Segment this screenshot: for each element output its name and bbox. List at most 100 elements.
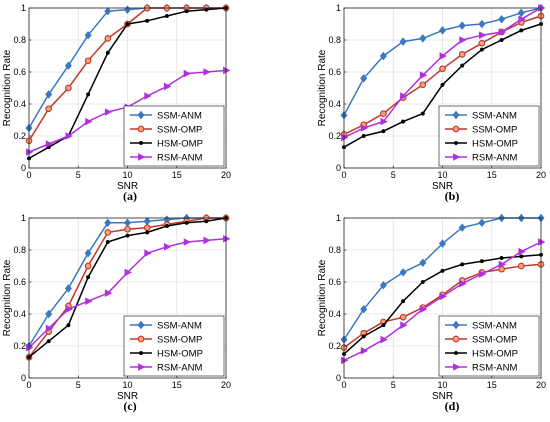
x-tick-label: 10 [437,380,447,390]
data-point [401,299,406,304]
legend-marker [137,110,145,120]
data-point [381,129,386,134]
data-point [478,39,486,47]
data-point [379,51,387,61]
legend-label: RSM-ANM [472,152,517,163]
data-point [438,239,447,248]
data-point [143,224,151,231]
x-tick-label: 20 [536,170,546,180]
legend-item: RSM-ANM [445,152,517,163]
legend: SSM-ANM SSM-OMP HSM-OMP RSM-ANM [438,315,540,377]
y-tick-label: 0.6 [328,277,341,287]
data-point [458,51,466,58]
y-tick-label: 0.8 [328,35,341,45]
x-tick-label: 15 [487,170,497,180]
legend-marker [452,110,460,120]
x-axis-label: SNR [432,391,453,402]
x-tick-label: 15 [172,380,182,390]
data-point [105,50,110,55]
legend-marker [137,320,145,330]
x-tick-label: 20 [536,380,546,390]
data-point [419,71,428,79]
data-point [86,92,91,97]
legend-label: HSM-OMP [472,138,518,149]
legend-label: SSM-ANM [157,110,202,121]
y-axis-label: Recognition Rate [317,259,328,336]
data-point [498,28,507,36]
data-point [381,323,386,328]
legend-item: RSM-ANM [130,362,202,373]
y-tick-label: 0.2 [13,341,26,351]
y-tick-label: 0 [336,163,341,173]
data-point [360,347,369,355]
y-tick-label: 0.8 [13,35,26,45]
x-tick-label: 0 [341,380,346,390]
legend-item: SSM-OMP [445,334,517,345]
legend-marker [138,153,146,161]
legend-marker [452,125,460,133]
y-tick-label: 1 [336,3,341,13]
data-point [124,268,132,277]
x-axis-label: SNR [117,181,138,192]
data-point [380,335,388,344]
y-tick-label: 0.8 [328,245,341,255]
y-tick-label: 0 [21,163,26,173]
legend-item: RSM-ANM [130,152,202,163]
data-point [478,19,486,29]
data-point [459,279,467,288]
legend-marker [453,153,461,161]
legend-label: SSM-OMP [472,334,517,345]
legend: SSM-ANM SSM-OMP HSM-OMP RSM-ANM [123,315,225,377]
y-axis-label: Recognition Rate [2,259,13,336]
chart-panel-2: 0 5 10 15 20 0 0.2 0.4 0.6 0.8 1 SNR Recognition Rat… [317,3,546,203]
data-point [104,108,113,116]
data-point [65,84,72,92]
legend: SSM-ANM SSM-OMP HSM-OMP RSM-ANM [438,105,540,167]
data-point [145,230,150,235]
data-point [518,247,526,256]
y-tick-label: 0 [336,373,341,383]
data-point [401,119,406,124]
data-point [164,13,169,19]
data-point [438,26,447,35]
data-point [104,218,112,228]
data-point [519,28,524,33]
legend-item: RSM-ANM [445,362,517,373]
data-point [183,69,192,78]
legend-label: SSM-ANM [472,110,517,121]
data-point [65,132,73,140]
data-point [478,270,487,278]
data-point [125,233,130,238]
y-axis-label: Recognition Rate [2,49,13,126]
series-rsm-anm [26,235,231,352]
data-point [85,117,93,126]
data-point [439,65,446,73]
legend-label: HSM-OMP [157,348,203,359]
data-point [84,248,92,258]
data-point [361,133,366,139]
panel-label: (c) [123,399,136,413]
data-point [420,279,425,285]
data-point [144,249,152,257]
legend-item: SSM-OMP [130,334,202,345]
x-tick-label: 10 [437,170,447,180]
legend-marker [453,140,459,146]
legend-label: RSM-ANM [157,152,202,163]
data-point [419,34,427,43]
legend-item: HSM-OMP [445,348,518,359]
data-point [458,223,466,232]
legend-item: SSM-OMP [130,124,202,135]
y-tick-label: 0.4 [13,309,26,319]
legend-item: SSM-OMP [445,124,517,135]
data-point [26,148,34,156]
y-tick-label: 1 [21,213,26,223]
series-hsm-omp [341,252,544,357]
data-point [104,35,112,42]
data-point [519,254,524,259]
data-point [145,18,150,23]
y-tick-label: 1 [336,213,341,223]
data-point [420,111,425,116]
data-point [184,220,189,225]
